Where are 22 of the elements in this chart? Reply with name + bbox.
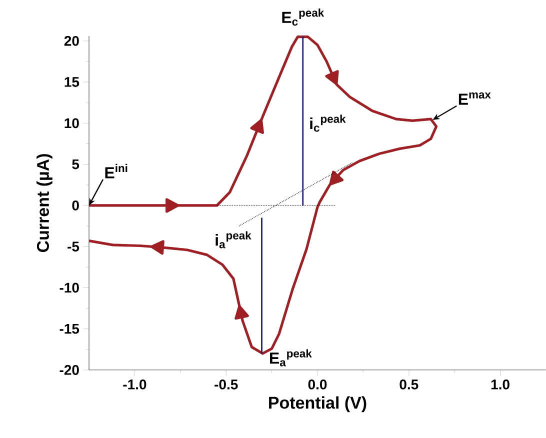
y-tick-label: -5 [68,242,80,252]
x-tick-label: 0.0 [308,380,327,390]
y-tick-label: -15 [60,324,80,334]
y-tick-label: 15 [64,77,80,87]
annotation: E$^{ini}$ [105,164,128,178]
x-tick-label: -0.5 [214,380,238,390]
x-tick-label: -1.0 [123,380,146,390]
y-tick-label: 20 [64,36,79,46]
x-tick-label: 1.0 [491,380,510,390]
annotation: E$_{a}$peak [270,349,312,366]
x-tick-label: 0.5 [400,380,418,390]
y-tick-label: 0 [72,200,79,210]
y-tick-label: -10 [60,282,79,293]
annotation: E$^{max}$ [458,92,491,105]
annotation: E$_{c}$peak [282,8,324,26]
y-tick-label: 5 [72,159,80,170]
x-axis-title: Potential (V) [269,396,366,412]
annotation: i$_{c}$peak [310,114,346,132]
annotation: i$_{a}$peak [216,231,252,248]
y-axis-title: Current (µA) [36,154,52,252]
y-tick-label: -20 [60,365,79,375]
y-tick-label: 10 [64,118,79,128]
